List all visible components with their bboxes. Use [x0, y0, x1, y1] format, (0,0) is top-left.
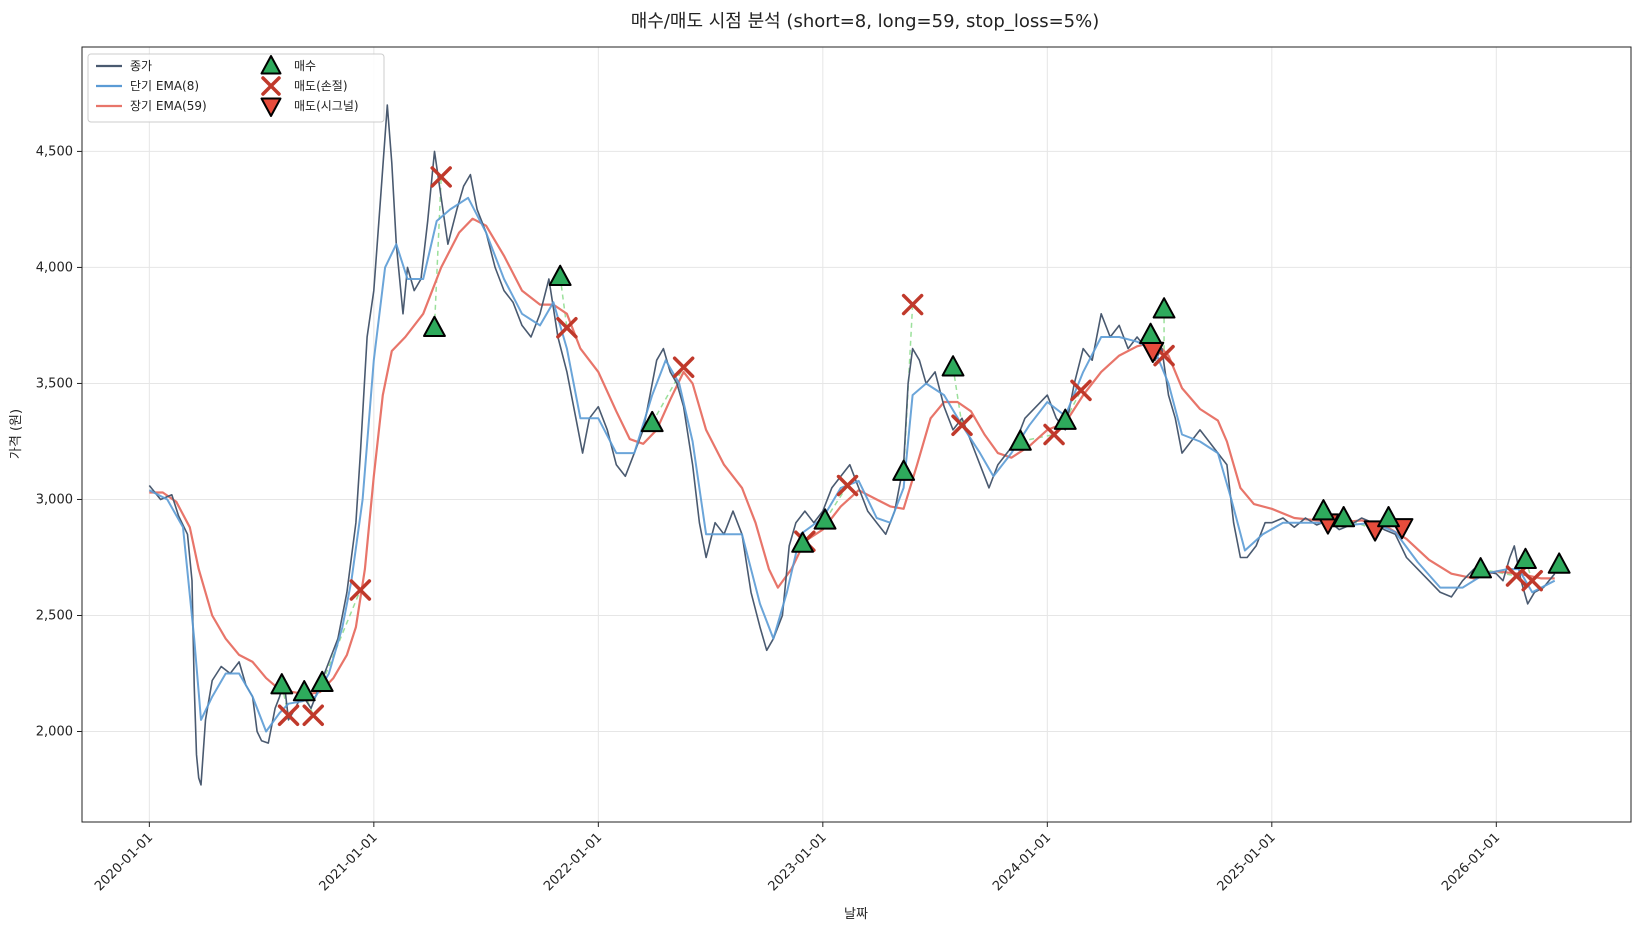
legend-item-stop-loss: 매도(손절) — [261, 76, 348, 96]
legend-box — [87, 53, 385, 123]
stop-loss-marker — [1521, 569, 1543, 592]
series-line-long-ema — [149, 217, 1555, 696]
buy-marker — [640, 410, 664, 433]
stop-loss-marker — [672, 356, 695, 378]
chart-title: 매수/매도 시점 분석 (short=8, long=59, stop_loss… — [631, 11, 1100, 32]
y-tick-label: 2,500 — [36, 608, 73, 623]
y-tick-label: 4,500 — [36, 144, 73, 159]
buy-marker — [548, 264, 572, 286]
legend-item-short-ema: 단기 EMA(8) — [96, 79, 199, 93]
x-tick-label: 2020-01-01 — [92, 830, 156, 894]
x-tick-label: 2026-01-01 — [1439, 830, 1503, 894]
buy-marker — [1311, 499, 1335, 521]
buy-marker — [292, 680, 316, 702]
x-axis-label: 날짜 — [844, 907, 868, 922]
buy-marker — [1332, 506, 1356, 528]
trade-connector — [651, 366, 685, 424]
y-tick-label: 3,500 — [36, 376, 73, 391]
stop-loss-marker — [1070, 379, 1092, 402]
trade-connector — [824, 485, 849, 521]
stop-loss-marker — [901, 293, 924, 316]
stop-loss-marker — [1505, 565, 1528, 587]
legend-label: 장기 EMA(59) — [130, 99, 207, 113]
x-tick-label: 2025-01-01 — [1215, 830, 1279, 894]
series-lines — [148, 104, 1556, 786]
trade-connector — [952, 367, 963, 426]
buy-marker — [1469, 557, 1493, 579]
stop-loss-marker — [277, 704, 300, 727]
legend-swatch — [260, 55, 282, 75]
stop-loss-marker — [556, 317, 578, 339]
legend-swatch — [261, 76, 281, 96]
legend-swatch — [260, 97, 282, 117]
x-axis-ticks: 2020-01-01 2021-01-01 2022-01-01 2023-01-01… — [92, 822, 1503, 894]
buy-marker — [1377, 506, 1400, 528]
plot-frame — [81, 46, 1632, 823]
buy-marker — [1139, 322, 1163, 344]
buy-marker — [892, 459, 916, 481]
x-tick-label: 2023-01-01 — [766, 830, 830, 894]
x-tick-label: 2024-01-01 — [990, 830, 1054, 894]
buy-marker — [1547, 552, 1571, 574]
stop-loss-marker — [349, 579, 372, 601]
stop-loss-marker — [836, 474, 859, 497]
legend-label: 단기 EMA(8) — [130, 79, 199, 93]
stop-loss-marker — [430, 166, 452, 188]
x-tick-label: 2022-01-01 — [541, 830, 605, 894]
trade-connector — [321, 589, 362, 684]
y-axis-label: 가격 (원) — [9, 409, 24, 459]
buy-marker — [1053, 408, 1077, 430]
y-tick-label: 3,000 — [36, 492, 73, 507]
series-line-close — [148, 104, 1556, 786]
buy-marker — [791, 531, 815, 553]
legend-label: 매도(시그널) — [294, 99, 359, 113]
buy-marker — [1152, 297, 1176, 319]
stop-loss-marker — [302, 704, 324, 727]
legend-item-signal-sell: 매도(시그널) — [260, 97, 359, 117]
trade-connector — [1020, 433, 1055, 443]
y-tick-label: 2,000 — [36, 725, 73, 740]
legend-item-buy: 매수 — [260, 55, 316, 75]
grid — [82, 47, 1631, 822]
buy-marker — [813, 508, 837, 530]
x-tick-label: 2021-01-01 — [317, 830, 381, 894]
y-axis-ticks: 2,000 2,500 3,000 3,500 4,000 4,500 — [36, 144, 82, 740]
buy-marker — [310, 670, 334, 693]
buy-marker — [423, 315, 446, 338]
trade-connector — [433, 176, 442, 328]
legend-label: 매수 — [294, 59, 316, 73]
legend-item-close: 종가 — [96, 59, 152, 73]
buy-marker — [941, 355, 965, 377]
legend-label: 매도(손절) — [294, 79, 348, 93]
legend-item-long-ema: 장기 EMA(59) — [96, 99, 207, 113]
buy-marker — [1008, 429, 1032, 451]
legend-label: 종가 — [130, 59, 152, 73]
buy-marker — [1514, 547, 1537, 570]
y-tick-label: 4,000 — [36, 260, 73, 275]
series-line-short-ema — [148, 196, 1556, 733]
stop-loss-marker — [951, 414, 973, 436]
trade-markers — [270, 166, 1571, 727]
buy-marker — [270, 673, 294, 695]
